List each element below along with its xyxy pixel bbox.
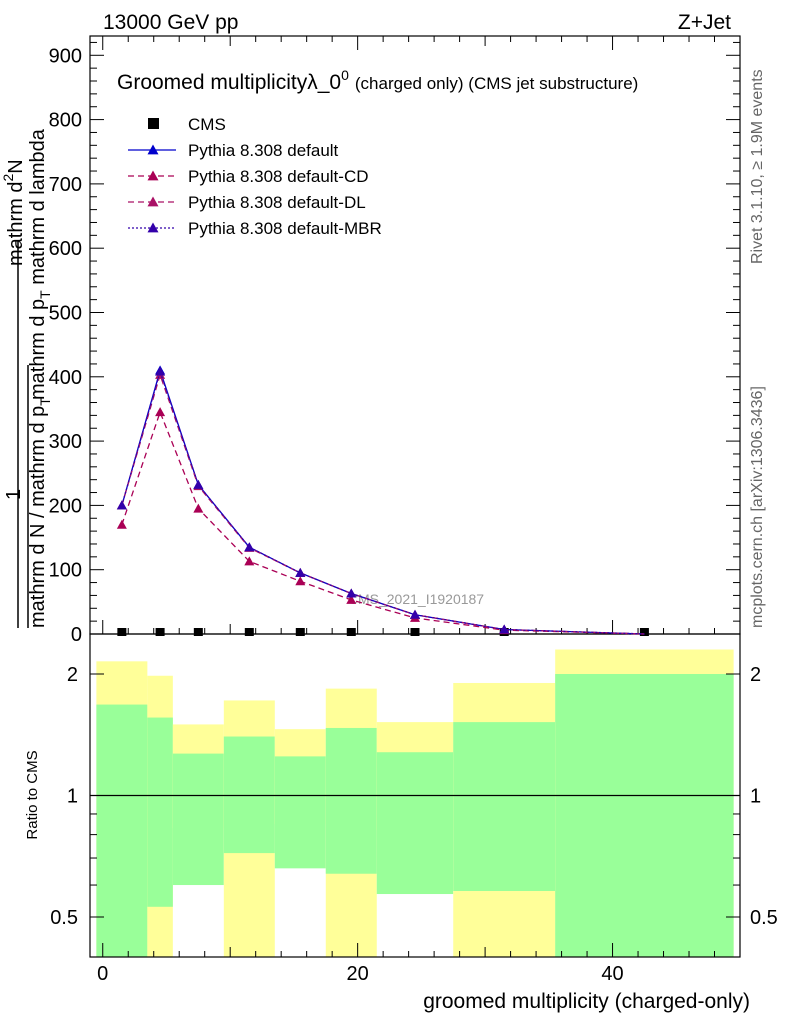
ratio-band-inner-4: [274, 756, 326, 869]
ylabel-denominator: mathrm d N / mathrm d pT: [27, 397, 53, 628]
cms-data-point: [193, 628, 203, 636]
cms-data-point: [639, 628, 649, 636]
legend-marker-4: [147, 222, 159, 233]
ratio-band-inner-3: [223, 736, 275, 854]
ylabel-num-text: mathrm d: [5, 182, 27, 266]
ratio-band-inner-7: [453, 722, 556, 891]
main-ylabel: mathrm d N / mathrm d pT 1 mathrm d pT m…: [0, 128, 53, 628]
main-ytick-label: 100: [49, 560, 82, 582]
plot-title-main: Groomed multiplicityλ_0: [117, 71, 341, 94]
cms-data-point: [346, 628, 356, 636]
analysis-watermark: CMS_2021_I1920187: [348, 591, 484, 607]
cms-data-point: [410, 628, 420, 636]
x-tick-label: 40: [601, 963, 623, 985]
ylabel-den-text: mathrm d N / mathrm d p: [27, 406, 49, 628]
series-marker-2: [346, 594, 357, 604]
legend-marker-2: [147, 170, 159, 181]
series-marker-4: [155, 366, 166, 376]
legend-label-0: CMS: [188, 115, 226, 134]
cms-data-point: [244, 628, 254, 636]
ratio-ytick-label-left: 0.5: [50, 907, 78, 929]
series-marker-2: [116, 519, 127, 529]
data-series: [116, 365, 649, 636]
header-process: Z+Jet: [678, 11, 731, 34]
plot-title-superscript: 0: [341, 67, 349, 83]
ylabel-num-den-tail: mathrm d lambda: [27, 128, 49, 290]
ratio-ytick-label-right: 0.5: [750, 907, 778, 929]
series-marker-2: [295, 576, 306, 586]
ratio-ytick-label-left: 2: [67, 664, 78, 686]
main-ytick-label: 500: [49, 302, 82, 324]
series-marker-4: [346, 588, 357, 598]
series-marker-4: [295, 567, 306, 577]
legend: CMS Pythia 8.308 default Pythia 8.308 defa…: [128, 115, 382, 238]
legend-marker-1: [147, 144, 159, 155]
plot-title: Groomed multiplicityλ_00 (charged only) (…: [117, 67, 638, 94]
legend-label-2: Pythia 8.308 default-CD: [188, 167, 369, 186]
legend-marker-3: [147, 196, 159, 207]
cms-data-point: [295, 628, 305, 636]
legend-marker-cms: [148, 118, 159, 129]
side-rivet-info: Rivet 3.1.10, ≥ 1.9M events: [749, 69, 766, 264]
ylabel-num-tail: N: [5, 159, 27, 173]
ratio-band-inner-5: [325, 727, 377, 874]
series-marker-4: [244, 542, 255, 552]
main-ytick-label: 200: [49, 495, 82, 517]
series-marker-4: [116, 500, 127, 510]
ylabel-den-sub: T: [37, 397, 53, 406]
series-marker-4: [499, 624, 510, 634]
legend-label-4: Pythia 8.308 default-MBR: [188, 219, 382, 238]
ratio-ytick-label-right: 2: [750, 664, 761, 686]
ylabel-prefactor: 1: [3, 489, 25, 500]
ratio-ytick-label-right: 1: [750, 786, 761, 808]
side-mcplots-info: mcplots.cern.ch [arXiv:1306.3436]: [749, 386, 766, 628]
series-marker-4: [410, 609, 420, 619]
legend-label-1: Pythia 8.308 default: [188, 141, 339, 160]
main-ytick-label: 0: [71, 624, 82, 646]
ylabel-num-den: mathrm d p: [27, 299, 49, 400]
ylabel-numerator-den: mathrm d pT mathrm d lambda: [27, 128, 53, 400]
series-marker-2: [193, 503, 204, 513]
ratio-bands: [96, 649, 734, 957]
main-ytick-label: 300: [49, 431, 82, 453]
cms-data-point: [155, 628, 165, 636]
ratio-band-inner-1: [147, 717, 173, 907]
main-ytick-label: 700: [49, 174, 82, 196]
x-tick-label: 0: [97, 963, 108, 985]
legend-label-3: Pythia 8.308 default-DL: [188, 193, 366, 212]
cms-data-point: [117, 628, 127, 636]
ylabel-num-sup: 2: [0, 174, 16, 182]
main-ytick-label: 800: [49, 110, 82, 132]
ratio-band-inner-2: [172, 753, 224, 886]
ratio-band-inner-0: [96, 704, 148, 957]
x-axis-label: groomed multiplicity (charged-only): [423, 990, 750, 1013]
ylabel-num-den-sub: T: [37, 290, 53, 299]
ratio-band-inner-8: [555, 674, 734, 957]
main-ytick-label: 400: [49, 367, 82, 389]
ratio-axis-ticks: 0.5 0.5 1 1 2 2: [50, 664, 778, 929]
main-axis-ticks: 0 100 200 300 400 500 600 700 800 900: [49, 41, 740, 646]
series-marker-4: [193, 479, 204, 489]
ratio-ytick-label-left: 1: [67, 786, 78, 808]
x-tick-label: 20: [347, 963, 369, 985]
series-marker-2: [155, 407, 166, 417]
ratio-ylabel: Ratio to CMS: [24, 750, 41, 839]
ratio-band-inner-6: [376, 752, 454, 895]
main-ytick-label: 600: [49, 238, 82, 260]
main-ytick-label: 900: [49, 45, 82, 67]
header-energy: 13000 GeV pp: [103, 11, 238, 34]
series-marker-2: [244, 556, 255, 566]
ylabel-numerator: mathrm d2N: [0, 159, 27, 266]
x-axis-ticks: 0 20 40: [97, 36, 716, 985]
plot-title-tail: (charged only) (CMS jet substructure): [355, 74, 638, 93]
